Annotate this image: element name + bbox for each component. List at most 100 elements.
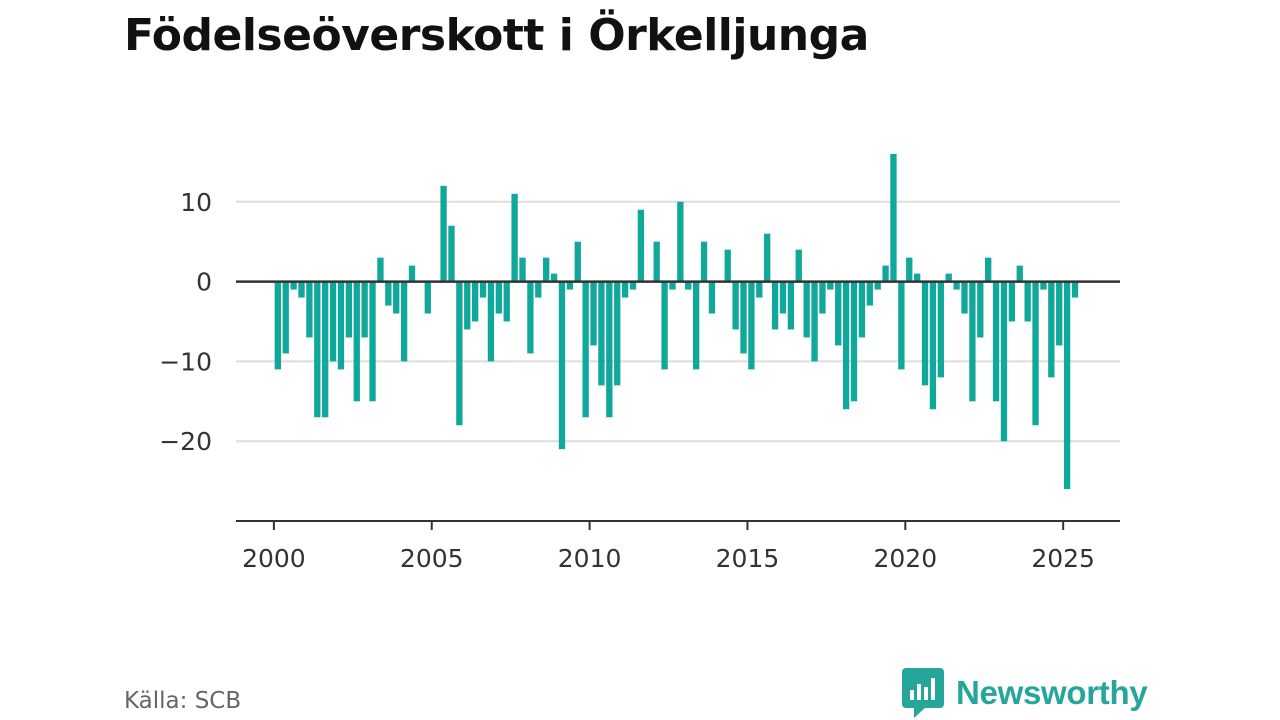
bar <box>850 281 858 402</box>
bar <box>1016 265 1023 282</box>
x-tick-label: 2020 <box>874 544 938 573</box>
bar <box>921 281 929 386</box>
bar <box>692 281 700 370</box>
bar <box>590 281 597 346</box>
bar <box>945 273 952 282</box>
bar <box>708 281 716 314</box>
bar <box>314 281 321 418</box>
bar <box>487 281 495 362</box>
bar <box>614 281 621 386</box>
bar <box>771 281 779 330</box>
bar <box>511 193 518 282</box>
bar <box>969 281 976 402</box>
bar <box>274 281 281 370</box>
x-tick-label: 2010 <box>558 544 622 573</box>
bar <box>661 281 668 370</box>
bar <box>282 281 289 354</box>
bar <box>566 281 574 290</box>
bar <box>1008 281 1016 322</box>
bar <box>519 257 526 282</box>
bar <box>882 265 889 282</box>
y-tick-label: 0 <box>196 268 212 297</box>
bar <box>953 281 960 290</box>
bar <box>835 281 842 346</box>
source-note: Källa: SCB <box>124 688 242 714</box>
bar <box>535 281 542 298</box>
bar <box>629 281 637 290</box>
bar <box>424 281 431 314</box>
bar <box>756 281 763 298</box>
bar <box>574 241 581 282</box>
bar <box>290 281 297 290</box>
bar <box>732 281 739 330</box>
bar <box>827 281 834 290</box>
bar <box>298 281 305 298</box>
brand-name: Newsworthy <box>956 674 1148 711</box>
axes <box>236 280 1120 530</box>
bar <box>677 201 684 282</box>
newsworthy-logo-icon <box>902 668 944 718</box>
bar <box>874 281 881 290</box>
bar <box>937 281 944 378</box>
bars <box>274 153 1079 490</box>
bar <box>740 281 747 354</box>
bar <box>606 281 613 418</box>
bar <box>669 281 676 290</box>
bar <box>456 281 463 426</box>
bar <box>811 281 818 362</box>
y-tick-label: 10 <box>180 188 212 217</box>
bar <box>1024 281 1031 322</box>
bar <box>764 233 771 282</box>
x-tick-label: 2000 <box>242 544 306 573</box>
bar <box>527 281 534 354</box>
x-tick-label: 2005 <box>400 544 464 573</box>
bar <box>906 257 913 282</box>
bar <box>1056 281 1063 346</box>
bar <box>1071 281 1079 298</box>
bar <box>385 281 392 306</box>
bar <box>1032 281 1039 426</box>
bar <box>961 281 968 314</box>
bar <box>803 281 810 338</box>
bar <box>329 281 337 362</box>
bar <box>353 281 360 402</box>
bar <box>779 281 787 314</box>
bar <box>408 265 416 282</box>
y-tick-labels: 10 0 −10 −20 <box>159 188 212 456</box>
bar <box>858 281 866 338</box>
bar <box>550 273 558 282</box>
bar <box>685 281 692 290</box>
newsworthy-logo: Newsworthy <box>902 668 1148 718</box>
bar <box>913 273 921 282</box>
bar <box>471 281 479 322</box>
bar <box>748 281 755 370</box>
bar <box>361 281 368 338</box>
bar <box>479 281 487 298</box>
bar <box>369 281 376 402</box>
bar <box>842 281 850 410</box>
bar <box>1048 281 1055 378</box>
bar <box>985 257 992 282</box>
bar <box>992 281 1000 402</box>
bar <box>543 257 550 282</box>
bar <box>621 281 629 298</box>
bar <box>598 281 605 386</box>
bar <box>653 241 660 282</box>
x-tick-label: 2025 <box>1031 544 1095 573</box>
bar <box>700 241 708 282</box>
bar <box>1040 281 1047 290</box>
bar <box>440 185 447 282</box>
bar <box>393 281 400 314</box>
x-tick-label: 2015 <box>716 544 780 573</box>
bar <box>448 225 455 282</box>
bar <box>795 249 802 282</box>
bar <box>306 281 313 338</box>
bar <box>977 281 984 338</box>
bar <box>866 281 873 306</box>
bar <box>1000 281 1008 442</box>
page-title: Födelseöverskott i Örkelljunga <box>124 10 869 61</box>
y-tick-label: −10 <box>159 347 212 376</box>
bar <box>337 281 345 370</box>
bar <box>1063 281 1071 490</box>
